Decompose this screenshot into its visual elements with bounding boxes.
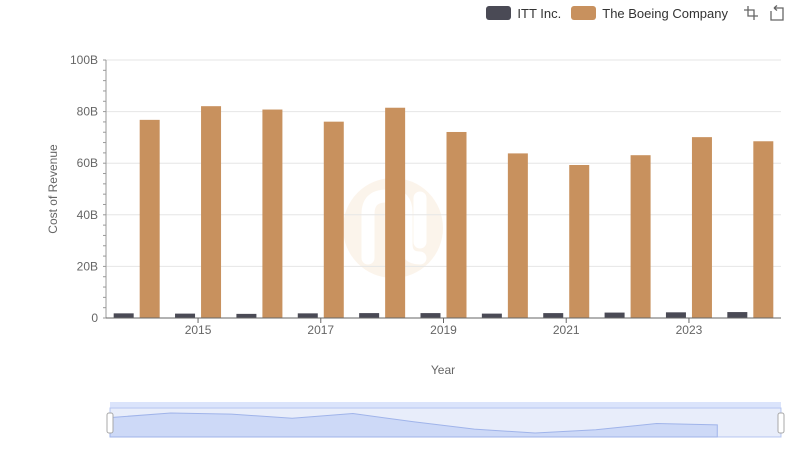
bar-itt-2020[interactable] <box>481 313 502 318</box>
legend-item-boeing[interactable]: The Boeing Company <box>571 6 728 21</box>
bar-boeing-2019[interactable] <box>446 131 467 318</box>
legend-swatch-boeing <box>571 6 597 20</box>
bar-boeing-2014[interactable] <box>139 119 160 318</box>
y-tick-label: 100B <box>70 53 98 67</box>
y-tick-label: 40B <box>77 208 98 222</box>
y-tick-label: 0 <box>91 311 98 325</box>
data-zoom-slider[interactable] <box>106 402 785 438</box>
bar-boeing-2021[interactable] <box>569 165 590 318</box>
bar-itt-2017[interactable] <box>297 313 318 318</box>
bar-boeing-2022[interactable] <box>630 155 651 318</box>
bar-boeing-2024[interactable] <box>753 141 774 318</box>
x-axis: 2015 2017 2019 2021 2023 <box>106 317 781 337</box>
x-tick-label: 2015 <box>185 323 212 337</box>
zoom-selection <box>110 408 781 437</box>
bars <box>113 106 774 318</box>
legend-label-itt: ITT Inc. <box>517 5 562 21</box>
y-axis: 0 20B 40B 60B 80B 100B <box>70 53 107 325</box>
x-tick-label: 2021 <box>553 323 580 337</box>
y-axis-label: Cost of Revenue <box>46 144 60 234</box>
bar-itt-2021[interactable] <box>543 313 564 318</box>
bar-itt-2016[interactable] <box>236 313 257 318</box>
x-tick-label: 2019 <box>430 323 457 337</box>
y-tick-label: 80B <box>77 105 98 119</box>
zoom-handle-right[interactable] <box>777 412 785 434</box>
bar-boeing-2017[interactable] <box>323 121 344 318</box>
bar-boeing-2018[interactable] <box>385 107 406 318</box>
legend: ITT Inc. The Boeing Company <box>486 4 786 22</box>
x-axis-label: Year <box>431 363 455 377</box>
y-tick-label: 60B <box>77 156 98 170</box>
zoom-preview-area <box>109 412 718 438</box>
restore-icon[interactable] <box>768 4 786 22</box>
bar-boeing-2020[interactable] <box>507 153 528 318</box>
bar-boeing-2023[interactable] <box>691 137 712 318</box>
zoom-top-strip <box>110 402 781 408</box>
legend-label-boeing: The Boeing Company <box>602 5 728 21</box>
bar-boeing-2016[interactable] <box>262 109 283 318</box>
zoom-icon[interactable] <box>742 4 760 22</box>
bar-itt-2024[interactable] <box>727 312 748 318</box>
x-tick-label: 2023 <box>676 323 703 337</box>
x-tick-label: 2017 <box>307 323 334 337</box>
bar-itt-2018[interactable] <box>359 313 380 318</box>
bar-itt-2014[interactable] <box>113 313 134 318</box>
legend-item-itt[interactable]: ITT Inc. <box>486 6 561 21</box>
zoom-handle-left[interactable] <box>106 412 114 434</box>
y-tick-label: 20B <box>77 259 98 273</box>
toolbox <box>742 4 786 22</box>
legend-swatch-itt <box>486 6 512 20</box>
bar-itt-2023[interactable] <box>665 312 686 318</box>
bar-itt-2022[interactable] <box>604 312 625 318</box>
bar-boeing-2015[interactable] <box>201 106 222 318</box>
bar-itt-2015[interactable] <box>175 313 196 318</box>
bar-itt-2019[interactable] <box>420 313 441 318</box>
